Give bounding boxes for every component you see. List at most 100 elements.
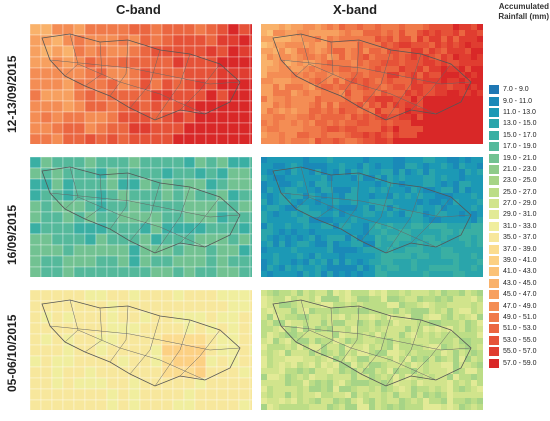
district-border	[340, 39, 360, 97]
legend-label: 17.0 - 19.0	[503, 143, 537, 151]
map-raster	[261, 157, 483, 277]
map-raster	[30, 157, 252, 277]
legend-label: 21.0 - 23.0	[503, 165, 537, 173]
legend-item: 37.0 - 39.0	[489, 243, 550, 254]
legend-item: 47.0 - 49.0	[489, 300, 550, 311]
legend-item: 17.0 - 19.0	[489, 141, 550, 152]
map-x-band-row1	[261, 24, 483, 144]
legend-swatch	[489, 164, 499, 174]
region-outline	[41, 33, 241, 121]
legend-swatch	[489, 221, 499, 231]
legend-swatch	[489, 107, 499, 117]
row-title-3: 05-06/10/2015	[5, 314, 19, 392]
legend-item: 7.0 - 9.0	[489, 84, 550, 95]
legend-item: 45.0 - 47.0	[489, 289, 550, 300]
district-border	[154, 53, 191, 121]
row-title-2: 16/09/2015	[5, 204, 19, 265]
legend-item: 49.0 - 51.0	[489, 312, 550, 323]
legend-item: 19.0 - 21.0	[489, 152, 550, 163]
legend-label: 51.0 - 53.0	[503, 325, 537, 333]
legend-label: 49.0 - 51.0	[503, 314, 537, 321]
legend-swatch	[489, 335, 499, 345]
district-border	[410, 196, 452, 244]
legend-swatch	[489, 244, 499, 254]
district-border	[77, 196, 206, 248]
legend-label: 13.0 - 15.0	[503, 120, 537, 128]
legend-item: 9.0 - 11.0	[489, 95, 550, 106]
legend-swatch	[489, 301, 499, 311]
map-c-band-row1	[30, 24, 252, 144]
legend-item: 23.0 - 25.0	[489, 175, 550, 186]
legend-swatch	[489, 267, 499, 277]
map-c-band-row2	[30, 157, 252, 277]
district-border	[49, 325, 241, 351]
district-border	[49, 192, 241, 218]
legend-label: 35.0 - 37.0	[503, 234, 537, 242]
map-x-band-row2	[261, 157, 483, 277]
legend-item: 41.0 - 43.0	[489, 266, 550, 277]
district-border	[360, 182, 392, 242]
legend-label: 29.0 - 31.0	[503, 211, 537, 219]
legend-label: 47.0 - 49.0	[503, 302, 537, 310]
legend-swatch	[489, 142, 499, 152]
district-border	[315, 307, 334, 353]
row-title-1: 12-13/09/2015	[5, 55, 19, 133]
district-border	[315, 174, 334, 220]
region-outline	[41, 299, 241, 387]
legend-label: 53.0 - 55.0	[503, 336, 537, 344]
district-border	[385, 53, 422, 121]
legend-item: 15.0 - 17.0	[489, 130, 550, 141]
x-band-column-title: X-band	[333, 2, 378, 17]
legend-item: 55.0 - 57.0	[489, 346, 550, 357]
legend-swatch	[489, 85, 499, 95]
district-border	[315, 41, 334, 87]
legend-item: 43.0 - 45.0	[489, 278, 550, 289]
district-border	[49, 59, 241, 85]
legend-item: 29.0 - 31.0	[489, 209, 550, 220]
legend-label: 39.0 - 41.0	[503, 257, 537, 265]
legend-item: 51.0 - 53.0	[489, 323, 550, 334]
legend-label: 9.0 - 11.0	[503, 97, 533, 105]
legend-swatch	[489, 96, 499, 106]
region-outline	[272, 33, 472, 121]
district-border	[340, 305, 360, 363]
district-border	[280, 59, 472, 85]
legend-label: 55.0 - 57.0	[503, 348, 537, 356]
district-border	[129, 182, 161, 242]
district-border	[179, 329, 221, 377]
district-border	[77, 63, 206, 115]
legend-item: 13.0 - 15.0	[489, 118, 550, 129]
legend-title-line2: Rainfall (mm)	[498, 12, 549, 21]
district-border	[179, 196, 221, 244]
c-band-column-title: C-band	[116, 2, 161, 17]
legend-item: 57.0 - 59.0	[489, 357, 550, 368]
map-x-band-row3	[261, 290, 483, 410]
legend-label: 31.0 - 33.0	[503, 222, 537, 230]
legend-label: 45.0 - 47.0	[503, 291, 537, 299]
district-border	[84, 174, 103, 220]
district-border	[360, 49, 392, 109]
legend-swatch	[489, 153, 499, 163]
legend-swatch	[489, 233, 499, 243]
district-border	[410, 329, 452, 377]
legend-label: 19.0 - 21.0	[503, 154, 537, 162]
legend-swatch	[489, 256, 499, 266]
legend-label: 27.0 - 29.0	[503, 200, 537, 208]
district-border	[109, 172, 129, 230]
legend-item: 25.0 - 27.0	[489, 187, 550, 198]
legend-label: 23.0 - 25.0	[503, 177, 537, 185]
legend-swatch	[489, 130, 499, 140]
legend-swatch	[489, 290, 499, 300]
legend-label: 15.0 - 17.0	[503, 131, 537, 139]
legend-title-line1: Accumulated	[498, 2, 549, 11]
legend-label: 37.0 - 39.0	[503, 245, 537, 253]
legend-item: 35.0 - 37.0	[489, 232, 550, 243]
legend-label: 11.0 - 13.0	[503, 108, 536, 116]
district-border	[84, 307, 103, 353]
district-border	[77, 329, 206, 381]
legend: 7.0 - 9.0 9.0 - 11.0 11.0 - 13.0 13.0 - 15.…	[489, 84, 550, 369]
district-border	[129, 315, 161, 375]
district-border	[410, 63, 452, 111]
legend-swatch	[489, 358, 499, 368]
region-outline	[272, 299, 472, 387]
